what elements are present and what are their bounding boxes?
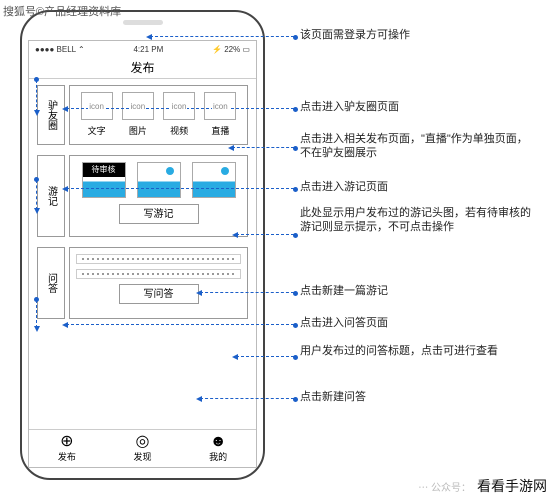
section-circle-body: icon icon icon icon 文字 图片 视频 直播 (69, 85, 248, 145)
status-left: ●●●● BELL ⌃ (35, 45, 85, 54)
user-icon: ☻ (210, 434, 227, 450)
connector (236, 356, 294, 357)
qa-title-line[interactable] (76, 269, 241, 279)
circle-icon-text[interactable]: icon (81, 92, 113, 120)
flow-arrow (36, 300, 37, 328)
thumb-sun-icon (166, 167, 174, 175)
annotation: 用户发布过的问答标题，点击可进行查看 (300, 344, 498, 358)
circle-video-label: 视频 (170, 124, 188, 137)
section-qa-body: 写问答 (69, 247, 248, 319)
circle-image-label: 图片 (129, 124, 147, 137)
travel-thumb[interactable] (192, 162, 236, 198)
nav-title: 发布 (29, 57, 256, 79)
annotation: 点击进入问答页面 (300, 316, 388, 330)
plus-circle-icon: ⊕ (60, 434, 73, 450)
travel-thumb-pending: 待审核 (82, 162, 126, 198)
connector (200, 398, 294, 399)
write-qa-button[interactable]: 写问答 (119, 284, 199, 304)
section-circle-label[interactable]: 驴友圈 (37, 85, 65, 145)
circle-icon-live[interactable]: icon (204, 92, 236, 120)
circle-text-label: 文字 (88, 124, 106, 137)
annotation: 点击进入相关发布页面，"直播"作为单独页面，不在驴友圈展示 (300, 132, 535, 161)
tab-publish-label: 发布 (58, 450, 76, 463)
connector (200, 292, 294, 293)
travel-thumb-row: 待审核 (76, 162, 241, 198)
section-circle: 驴友圈 icon icon icon icon 文字 图片 视频 直播 (37, 85, 248, 145)
circle-icon-image[interactable]: icon (122, 92, 154, 120)
section-travel: 游记 待审核 写游记 (37, 155, 248, 237)
phone-screen: ●●●● BELL ⌃ 4:21 PM ⚡ 22% ▭ 发布 驴友圈 icon … (28, 40, 257, 468)
connector (150, 36, 294, 37)
travel-thumb[interactable] (137, 162, 181, 198)
tab-me[interactable]: ☻ 我的 (209, 434, 227, 463)
watermark-label: 搜狐号©产品经理资料库 (3, 3, 121, 19)
section-travel-body: 待审核 写游记 (69, 155, 248, 237)
annotation: 点击新建一篇游记 (300, 284, 388, 298)
connector (232, 147, 294, 148)
tab-publish[interactable]: ⊕ 发布 (58, 434, 76, 463)
annotation: 点击进入驴友圈页面 (300, 100, 399, 114)
wechat-label: ⋯ 公众号： (418, 479, 471, 494)
annotation: 点击进入游记页面 (300, 180, 388, 194)
section-qa-label[interactable]: 问答 (37, 247, 65, 319)
annotation: 点击新建问答 (300, 390, 366, 404)
section-travel-label[interactable]: 游记 (37, 155, 65, 237)
tab-bar: ⊕ 发布 ◎ 发现 ☻ 我的 (29, 429, 256, 467)
footer-brand: ⋯ 公众号： 看看手游网 (418, 476, 547, 496)
circle-icon-video[interactable]: icon (163, 92, 195, 120)
annotation: 该页面需登录方可操作 (300, 28, 410, 42)
circle-text-row: 文字 图片 视频 直播 (76, 124, 241, 137)
status-right: ⚡ 22% ▭ (212, 45, 250, 54)
thumb-sun-icon (221, 167, 229, 175)
section-qa: 问答 写问答 (37, 247, 248, 319)
tab-discover-label: 发现 (133, 450, 151, 463)
connector (236, 234, 294, 235)
annotation: 此处显示用户发布过的游记头图，若有待审核的游记则显示提示，不可点击操作 (300, 206, 535, 235)
qa-title-line[interactable] (76, 254, 241, 264)
status-bar: ●●●● BELL ⌃ 4:21 PM ⚡ 22% ▭ (29, 41, 256, 57)
circle-icon-row: icon icon icon icon (76, 92, 241, 120)
compass-icon: ◎ (135, 434, 149, 450)
flow-arrow (36, 80, 37, 112)
circle-live-label: 直播 (211, 124, 229, 137)
status-time: 4:21 PM (133, 45, 163, 54)
content-area: 驴友圈 icon icon icon icon 文字 图片 视频 直播 (29, 79, 256, 335)
write-travel-button[interactable]: 写游记 (119, 204, 199, 224)
brand-label: 看看手游网 (477, 476, 547, 496)
flow-arrow (36, 180, 37, 210)
phone-frame: ●●●● BELL ⌃ 4:21 PM ⚡ 22% ▭ 发布 驴友圈 icon … (20, 10, 265, 480)
pending-badge: 待审核 (83, 163, 125, 177)
tab-discover[interactable]: ◎ 发现 (133, 434, 151, 463)
connector (66, 324, 294, 325)
tab-me-label: 我的 (209, 450, 227, 463)
connector (66, 188, 294, 189)
